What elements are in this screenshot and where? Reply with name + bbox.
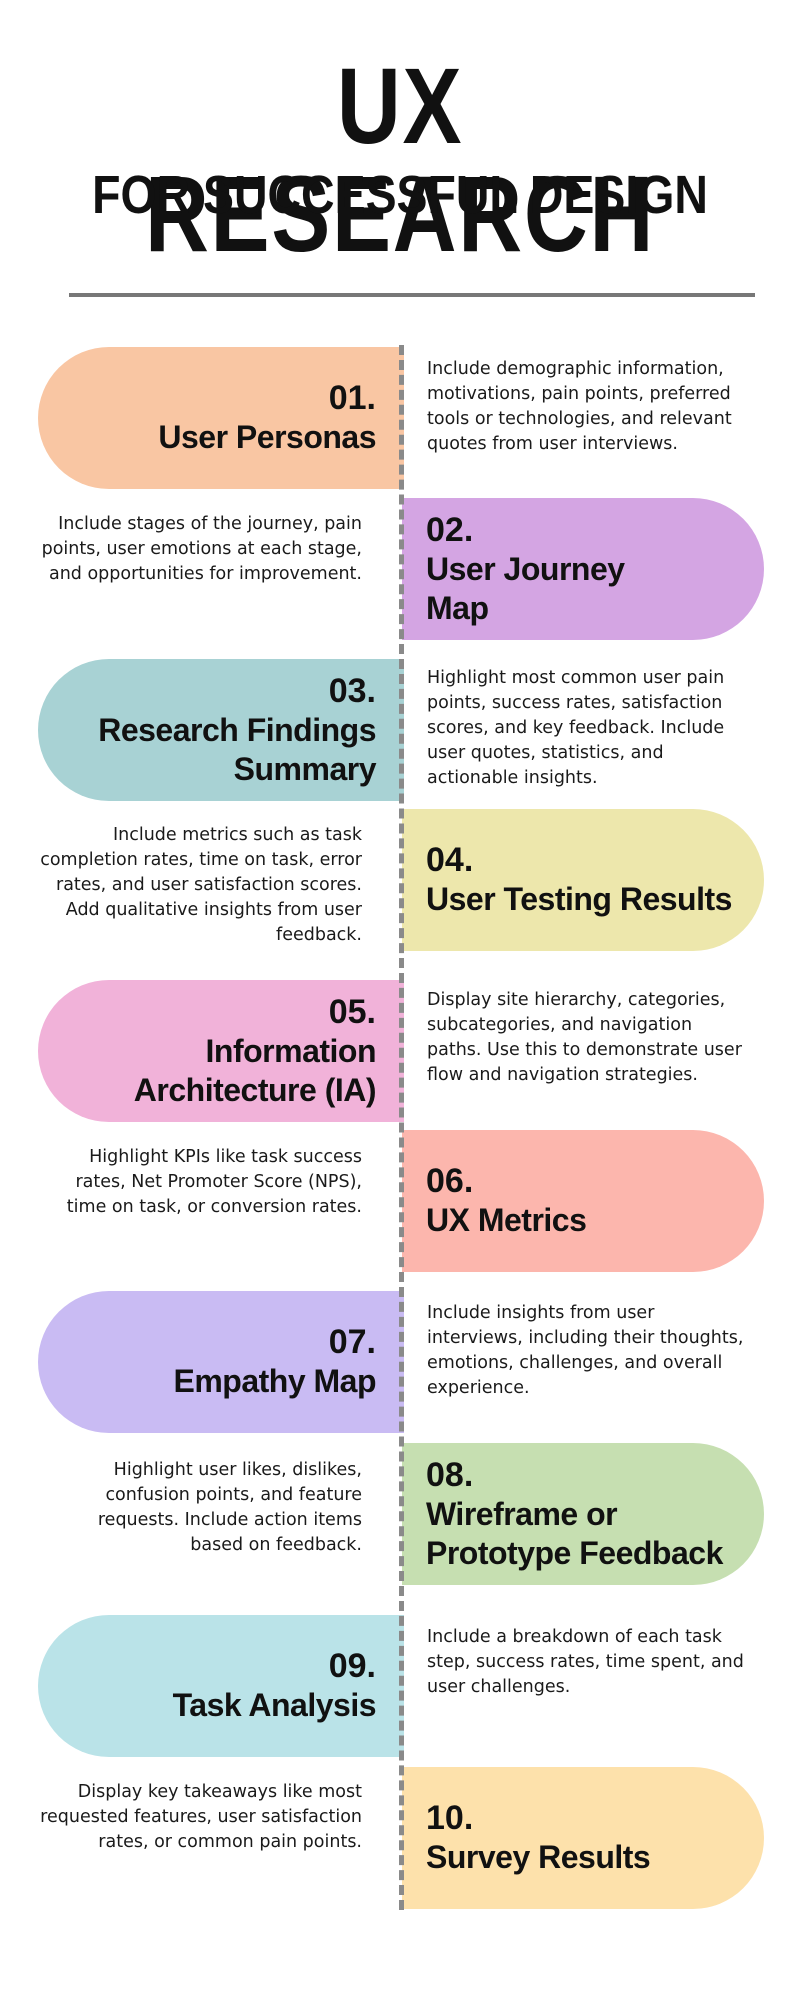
- item-02-title-line-1: User Journey: [426, 551, 625, 588]
- item-07-description: Include insights from user interviews, i…: [427, 1303, 744, 1398]
- item-02-number: 02.: [426, 511, 474, 550]
- item-07-number: 07.: [328, 1323, 376, 1362]
- item-02-pill: 02. User Journey Map: [402, 498, 764, 640]
- item-05-pill: 05. Information Architecture (IA): [38, 980, 404, 1122]
- item-10-pill: 10. Survey Results: [402, 1767, 764, 1909]
- item-07-title-line-1: Empathy Map: [173, 1363, 376, 1400]
- item-08-title-line-2: Prototype Feedback: [426, 1534, 723, 1571]
- item-07-pill: 07. Empathy Map: [38, 1291, 404, 1433]
- item-04-pill: 04. User Testing Results: [402, 809, 764, 951]
- page-title: UX RESEARCH: [144, 45, 656, 274]
- item-10-title-line-1: Survey Results: [426, 1839, 651, 1876]
- item-03-description: Highlight most common user pain points, …: [427, 668, 725, 788]
- timeline-spine: [399, 345, 404, 1910]
- header-divider: [69, 293, 755, 297]
- item-08-number: 08.: [426, 1456, 474, 1495]
- item-08-title-line-1: Wireframe or: [426, 1496, 618, 1533]
- item-09-description: Include a breakdown of each task step, s…: [427, 1627, 744, 1697]
- item-05-title-line-2: Architecture (IA): [133, 1071, 377, 1108]
- item-05-title-line-1: Information: [205, 1033, 377, 1070]
- item-03-number: 03.: [328, 672, 376, 711]
- item-03-title-line-2: Summary: [233, 750, 377, 787]
- item-03-title-line-1: Research Findings: [98, 712, 376, 749]
- item-08-pill: 08. Wireframe or Prototype Feedback: [402, 1443, 764, 1585]
- item-10-number: 10.: [426, 1799, 474, 1838]
- item-06-number: 06.: [426, 1162, 474, 1201]
- item-02-description: Include stages of the journey, pain poin…: [41, 514, 362, 584]
- item-02-title-line-2: Map: [426, 589, 489, 626]
- item-01-title-line-1: User Personas: [158, 419, 376, 456]
- item-09-number: 09.: [328, 1647, 376, 1686]
- item-08-description: Highlight user likes, dislikes, confusio…: [97, 1460, 362, 1555]
- item-04-title-line-1: User Testing Results: [426, 881, 732, 918]
- item-06-description: Highlight KPIs like task success rates, …: [66, 1147, 362, 1217]
- item-09-pill: 09. Task Analysis: [38, 1615, 404, 1757]
- item-04-number: 04.: [426, 841, 474, 880]
- item-03-pill: 03. Research Findings Summary: [38, 659, 404, 801]
- item-05-description: Display site hierarchy, categories, subc…: [427, 990, 742, 1085]
- item-01-description: Include demographic information, motivat…: [427, 359, 732, 454]
- item-06-pill: 06. UX Metrics: [402, 1130, 764, 1272]
- item-05-number: 05.: [328, 993, 376, 1032]
- item-10-description: Display key takeaways like most requeste…: [40, 1782, 362, 1852]
- item-09-title-line-1: Task Analysis: [172, 1687, 377, 1724]
- page-subtitle: FOR SUCCESSFUL DESIGN: [92, 165, 708, 225]
- item-01-pill: 01. User Personas: [38, 347, 404, 489]
- item-06-title-line-1: UX Metrics: [426, 1202, 587, 1239]
- item-01-number: 01.: [328, 379, 376, 418]
- item-04-description: Include metrics such as task completion …: [40, 825, 362, 945]
